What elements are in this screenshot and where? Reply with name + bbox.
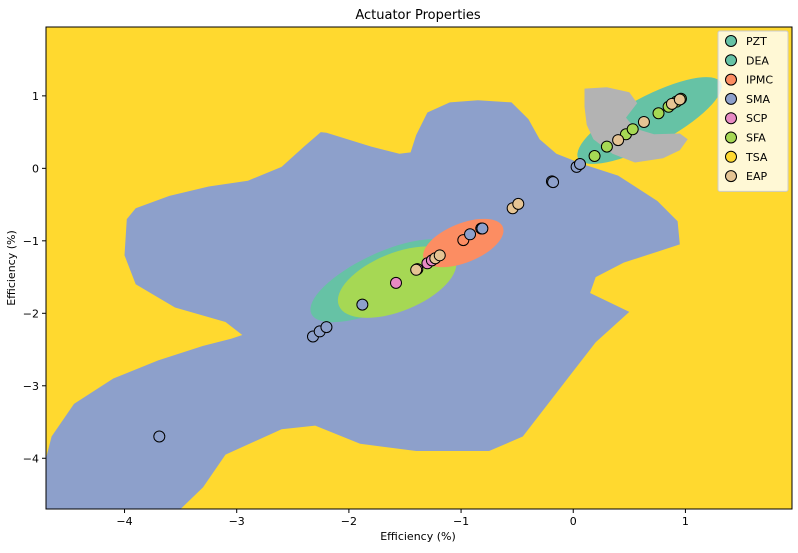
legend-marker-ipmc <box>725 73 737 86</box>
y-tick-label-0: −4 <box>23 452 39 465</box>
y-tick-label-4: 0 <box>32 162 39 175</box>
point-sma-3 <box>320 321 333 334</box>
legend-box <box>717 30 789 192</box>
legend-marker-scp <box>725 112 737 125</box>
point-eap-8 <box>673 93 686 106</box>
y-tick-label-1: −3 <box>23 380 39 393</box>
legend-label-sma: SMA <box>746 93 770 106</box>
point-sfa-1 <box>600 140 613 153</box>
legend: PZT DEA IPMC SMA SCP SFA TSA EAP <box>717 30 789 192</box>
legend-marker-sma <box>725 92 737 105</box>
plot-frame <box>45 26 793 510</box>
y-tick-label-2: −2 <box>23 307 39 320</box>
x-axis-label: Efficiency (%) <box>380 530 456 543</box>
data-points <box>153 92 687 443</box>
y-tick-label-5: 1 <box>32 90 39 103</box>
point-eap-3 <box>433 249 446 262</box>
point-sma-9 <box>547 176 560 189</box>
legend-marker-eap <box>725 170 737 183</box>
legend-marker-dea <box>725 54 737 67</box>
x-tick-label-2: −2 <box>341 515 357 528</box>
x-tick-label-1: −3 <box>229 515 245 528</box>
legend-marker-tsa <box>725 150 737 163</box>
chart-title: Actuator Properties <box>355 8 481 23</box>
legend-label-sfa: SFA <box>746 132 766 145</box>
point-eap-4 <box>410 263 423 276</box>
point-sfa-4 <box>652 107 665 120</box>
legend-label-scp: SCP <box>746 112 768 125</box>
legend-label-ipmc: IPMC <box>746 74 773 87</box>
point-sma-5 <box>464 228 477 241</box>
x-tick-label-3: −1 <box>453 515 469 528</box>
legend-label-tsa: TSA <box>745 151 768 164</box>
point-sma-7 <box>476 222 489 235</box>
point-eap-6 <box>637 115 650 128</box>
legend-label-eap: EAP <box>746 170 767 183</box>
point-sfa-3 <box>626 123 639 136</box>
x-tick-label-4: 0 <box>570 515 577 528</box>
y-axis-label: Efficiency (%) <box>5 230 18 306</box>
x-tick-label-5: 1 <box>682 515 689 528</box>
legend-label-pzt: PZT <box>746 35 767 48</box>
point-sma-11 <box>573 157 586 170</box>
point-sfa-0 <box>588 150 601 163</box>
point-scp-0 <box>390 276 403 289</box>
point-eap-5 <box>612 134 625 147</box>
point-sma-4 <box>356 298 369 311</box>
legend-marker-sfa <box>725 131 737 144</box>
y-tick-label-3: −1 <box>23 235 39 248</box>
legend-marker-pzt <box>725 35 737 47</box>
point-sma-0 <box>153 430 166 443</box>
x-tick-label-0: −4 <box>116 515 132 528</box>
point-eap-1 <box>512 197 525 210</box>
legend-label-dea: DEA <box>746 54 769 67</box>
